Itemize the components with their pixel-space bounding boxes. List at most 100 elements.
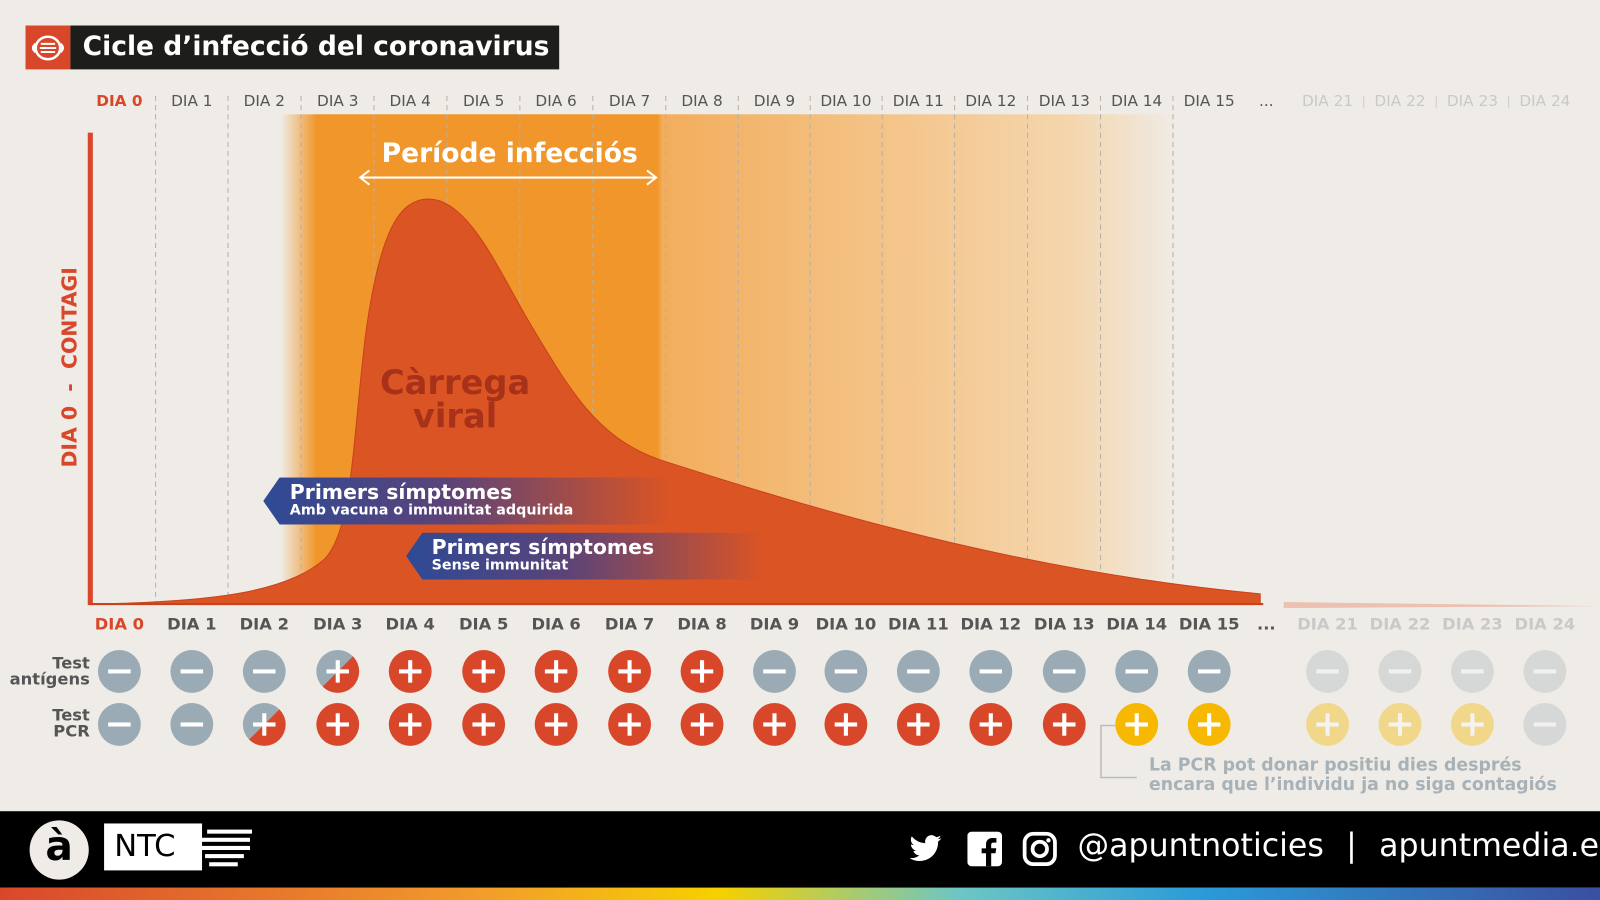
ntc-logo: NTC (104, 823, 203, 871)
antigen-result-negative (97, 649, 141, 693)
antigen-result-negative (896, 649, 940, 693)
page-title: Cicle d’infecció del coronavirus (70, 25, 560, 70)
plus-icon (763, 713, 786, 736)
antigen-result-negative (753, 649, 796, 693)
instagram-icon[interactable] (1022, 831, 1057, 867)
viral-load-tail (1283, 602, 1600, 609)
plus-icon (979, 713, 1003, 736)
pcr-result-positive (388, 703, 432, 746)
top-day-label: DIA 4 (389, 91, 431, 111)
minus-icon (253, 669, 276, 674)
label-line: antígens (9, 669, 90, 689)
antigen-result-positive (462, 649, 506, 693)
minus-icon (108, 669, 131, 674)
antigen-result-negative (170, 649, 214, 693)
top-day-label: DIA 2 (243, 91, 285, 111)
antigen-result-negative (1042, 649, 1086, 693)
top-day-label: DIA 14 (1111, 91, 1163, 111)
facebook-icon[interactable] (967, 831, 1003, 867)
bottom-day-label: DIA 13 (1033, 614, 1095, 634)
pcr-result-positive (462, 703, 506, 746)
minus-icon (834, 669, 858, 674)
y-axis-line (87, 132, 93, 606)
top-day-label: DIA 21 (1301, 91, 1354, 111)
plus-icon (472, 713, 495, 736)
plus-icon (472, 660, 495, 683)
plus-icon (1388, 713, 1412, 736)
pcr-result-positive (1187, 703, 1231, 746)
separator: | (1346, 827, 1357, 865)
plus-icon (1125, 713, 1148, 736)
bottom-day-label: DIA 8 (677, 614, 727, 634)
minus-icon (1316, 669, 1339, 674)
bottom-day-label: DIA 9 (749, 614, 800, 634)
antigen-result-borderline (316, 649, 360, 693)
minus-icon (1533, 722, 1557, 727)
viral-load-label: Càrrega viral (373, 365, 536, 432)
antigen-result-negative (969, 649, 1013, 693)
top-day-label: DIA 6 (535, 91, 577, 111)
plus-icon (1461, 713, 1484, 736)
minus-icon (1125, 669, 1148, 674)
pcr-result-positive (896, 703, 940, 746)
plus-icon (253, 713, 276, 736)
top-day-label: DIA 5 (462, 91, 505, 111)
antigen-result-positive (534, 649, 578, 693)
pcr-result-positive (1115, 703, 1159, 746)
minus-icon (1533, 669, 1557, 674)
pcr-result-positive (1378, 703, 1422, 746)
top-day-label: DIA 1 (171, 91, 213, 111)
label-line: PCR (53, 721, 90, 741)
pcr-note-line: La PCR pot donar positiu dies després (1148, 755, 1522, 776)
top-day-label: DIA 22 (1374, 91, 1426, 111)
bottom-day-label: DIA 4 (385, 614, 435, 634)
plus-icon (398, 660, 422, 683)
top-day-label: DIA 15 (1183, 91, 1235, 111)
plus-icon (690, 660, 714, 683)
pcr-result-positive (1451, 703, 1494, 746)
pcr-result-positive (1042, 703, 1086, 746)
top-day-label: DIA 11 (892, 91, 944, 111)
twitter-handle-link[interactable]: @apuntnoticies (1077, 827, 1324, 865)
website-link[interactable]: apuntmedia.es (1379, 827, 1600, 865)
bottom-day-label: DIA 5 (459, 614, 509, 634)
pcr-result-positive (316, 703, 360, 746)
top-day-label: DIA 3 (317, 91, 359, 111)
top-day-label: DIA 0 (96, 91, 143, 111)
pcr-note-line: encara que l’individu ja no siga contagi… (1148, 774, 1557, 795)
plus-icon (326, 660, 349, 683)
pcr-result-negative (170, 703, 214, 746)
plus-icon (690, 713, 714, 736)
twitter-icon[interactable] (906, 832, 945, 867)
social-links: @apuntnoticies | apuntmedia.es (1078, 828, 1600, 865)
bottom-day-label: DIA 1 (167, 614, 217, 634)
bottom-day-label: DIA 10 (815, 614, 877, 634)
top-day-label: DIA 7 (608, 91, 651, 111)
minus-icon (180, 722, 204, 727)
top-day-label: DIA 12 (965, 91, 1017, 111)
bottom-day-label: DIA 11 (888, 614, 949, 634)
bottom-day-label: DIA 12 (960, 614, 1022, 634)
bottom-day-label: DIA 3 (313, 614, 363, 634)
banner-title: Primers símptomes (289, 479, 513, 505)
symptoms-banner-no-immunity: Primers símptomes Sense immunitat (406, 532, 764, 580)
pcr-result-positive (534, 703, 578, 746)
pcr-test-label: Test PCR (52, 707, 90, 740)
pcr-result-negative (1523, 703, 1567, 746)
antigen-result-negative (242, 649, 286, 693)
pcr-note: La PCR pot donar positiu dies després en… (1149, 756, 1557, 795)
pcr-result-positive (1306, 703, 1349, 746)
pcr-note-bracket (1100, 724, 1137, 779)
minus-icon (108, 722, 131, 727)
pcr-result-positive (969, 703, 1013, 746)
antigen-result-negative (824, 649, 868, 693)
minus-icon (1388, 669, 1412, 674)
minus-icon (1053, 669, 1076, 674)
viral-load-label-line1: Càrrega (379, 362, 531, 403)
plus-icon (544, 713, 568, 736)
face-mask-icon (25, 25, 71, 70)
viral-load-label-line2: viral (412, 395, 498, 436)
infectious-period-label: Període infecciós (381, 138, 638, 170)
minus-icon (763, 669, 786, 674)
minus-icon (1197, 669, 1221, 674)
